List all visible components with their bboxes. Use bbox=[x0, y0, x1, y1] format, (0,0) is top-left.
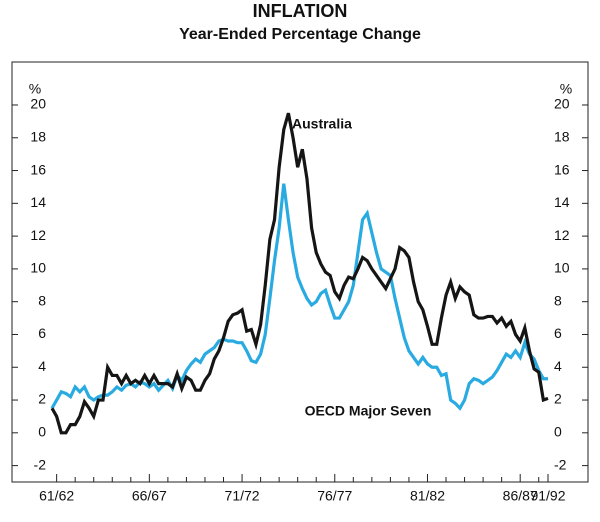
y-tick-label-right: 12 bbox=[554, 227, 570, 243]
y-tick-label: 16 bbox=[30, 161, 46, 177]
y-tick-label: 20 bbox=[30, 96, 46, 112]
y-tick-label-right: 4 bbox=[554, 358, 562, 374]
y-tick-label-right: -2 bbox=[554, 456, 567, 472]
y-tick-label: 4 bbox=[38, 358, 46, 374]
x-tick-label: 76/77 bbox=[317, 488, 352, 504]
y-tick-label-right: 18 bbox=[554, 128, 570, 144]
y-tick-label-right: 20 bbox=[554, 96, 570, 112]
y-tick-label: 10 bbox=[30, 260, 46, 276]
y-tick-label: -2 bbox=[34, 456, 47, 472]
annotation: OECD Major Seven bbox=[305, 403, 432, 419]
y-tick-label: 2 bbox=[38, 391, 46, 407]
plot-frame bbox=[11, 61, 589, 483]
y-unit-right: % bbox=[560, 81, 572, 97]
y-unit-left: % bbox=[29, 81, 41, 97]
x-tick-label: 86/87 bbox=[503, 488, 538, 504]
y-tick-label-right: 14 bbox=[554, 194, 570, 210]
y-tick-label-right: 0 bbox=[554, 424, 562, 440]
y-tick-label-right: 2 bbox=[554, 391, 562, 407]
y-tick-label-right: 6 bbox=[554, 325, 562, 341]
y-tick-label: 8 bbox=[38, 292, 46, 308]
series-line bbox=[50, 112, 549, 435]
y-tick-label: 6 bbox=[38, 325, 46, 341]
x-tick-label: 66/67 bbox=[132, 488, 167, 504]
x-tick-label: 71/72 bbox=[225, 488, 260, 504]
x-tick-label: 81/82 bbox=[410, 488, 445, 504]
series-line bbox=[50, 183, 548, 411]
y-tick-label-right: 16 bbox=[554, 161, 570, 177]
x-tick-label: 61/62 bbox=[39, 488, 74, 504]
chart-title: INFLATION bbox=[253, 1, 348, 21]
annotation: Australia bbox=[292, 116, 352, 132]
y-tick-label-right: 8 bbox=[554, 292, 562, 308]
y-tick-label: 14 bbox=[30, 194, 46, 210]
y-tick-label: 18 bbox=[30, 128, 46, 144]
y-tick-label-right: 10 bbox=[554, 260, 570, 276]
y-tick-label: 0 bbox=[38, 424, 46, 440]
y-tick-label: 12 bbox=[30, 227, 46, 243]
x-tick-label: 91/92 bbox=[530, 488, 565, 504]
chart-subtitle: Year-Ended Percentage Change bbox=[179, 26, 421, 43]
